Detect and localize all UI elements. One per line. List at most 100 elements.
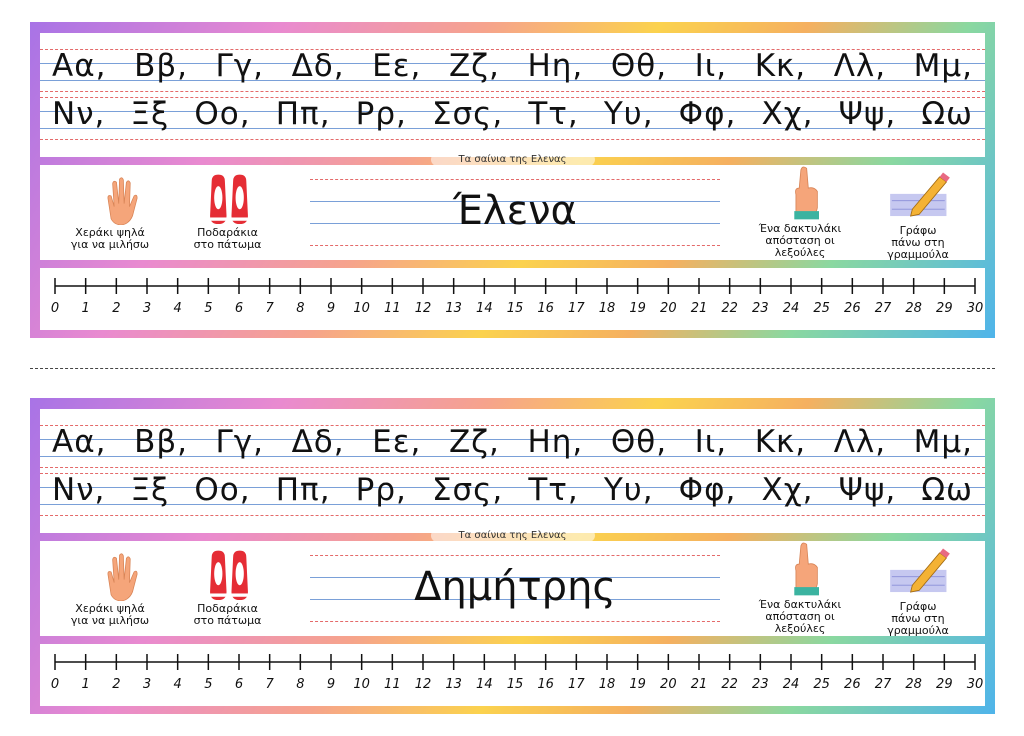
letter-pair: Ββ,: [134, 48, 188, 84]
letter-pair: Φφ,: [678, 472, 737, 508]
letter-pair: Σσς,: [431, 96, 504, 132]
tip-line: γραμμούλα: [887, 248, 949, 261]
letter-pair: Αα,: [52, 48, 107, 84]
guide-line: [40, 425, 985, 426]
number-label: 24: [783, 677, 800, 692]
tip-line: λεξούλες: [774, 246, 826, 259]
letter-pair: Ππ,: [275, 472, 331, 508]
number-label: 14: [476, 677, 493, 692]
number-label: 22: [721, 677, 738, 692]
letter-pair: Γγ,: [215, 48, 265, 84]
guide-line: [40, 91, 985, 92]
letter-pair: Χχ,: [761, 472, 814, 508]
letter-pair: Κκ,: [754, 48, 807, 84]
number-label: 20: [660, 677, 677, 692]
alphabet-row: Αα, Ββ, Γγ, Δδ, Εε, Ζζ, Ηη, Θθ, Ιι, Κκ, Λλ, Μμ,: [40, 419, 985, 465]
guide-line: [40, 439, 985, 440]
guide-line: [40, 80, 985, 81]
guide-line: [310, 223, 720, 224]
tip-caption: Χεράκι ψηλά για να μιλήσω: [55, 603, 165, 627]
letter-pair: Οο,: [194, 472, 251, 508]
letter-pair: Κκ,: [754, 424, 807, 460]
guide-lines: [40, 471, 985, 517]
number-label: 3: [143, 677, 151, 692]
number-label: 27: [875, 677, 892, 692]
letter-pair: Εε,: [372, 48, 422, 84]
number-line: 0 1 2 3 4 5 6 7 8 9 10 11 12 13 14 15 16 17 18 19 20 21 22 23 24…: [51, 278, 984, 316]
guide-line: [40, 467, 985, 468]
student-name: Έλενα: [453, 188, 577, 234]
tip-line: πάνω στη: [891, 612, 945, 625]
number-label: 12: [415, 677, 432, 692]
alphabet-panel: Αα, Ββ, Γγ, Δδ, Εε, Ζζ, Ηη, Θθ, Ιι, Κκ, Λλ, Μμ, Νν, Ξ…: [40, 33, 985, 157]
number-label: 23: [752, 301, 769, 316]
number-label: 30: [967, 677, 984, 692]
number-line-panel: 0 1 2 3 4 5 6 7 8 9 10 11 12 13 14 15 16 17 18 19 20 21 22 23 24…: [40, 268, 985, 330]
letter-pair: Ξξ: [130, 472, 170, 508]
alphabet-panel: Αα, Ββ, Γγ, Δδ, Εε, Ζζ, Ηη, Θθ, Ιι, Κκ, Λλ, Μμ, Νν, Ξ…: [40, 409, 985, 533]
tips-panel: Χεράκι ψηλά για να μιλήσω Ποδαράκια στο πάτ…: [40, 541, 985, 637]
tip-line: απόσταση οι: [765, 234, 835, 247]
name-area: Έλενα: [310, 177, 720, 249]
guide-line: [310, 599, 720, 600]
tip-line: Ποδαράκια: [197, 602, 258, 615]
tip-caption: Γράφω πάνω στη γραμμούλα: [863, 225, 973, 261]
letter-pair: Ττ,: [528, 96, 579, 132]
tip-line: Γράφω: [899, 224, 937, 237]
tip-icon: [210, 174, 248, 225]
number-label: 22: [721, 301, 738, 316]
letter-pair: Χχ,: [761, 96, 814, 132]
letter-pair: Ωω: [921, 96, 973, 132]
letter-pair: Θθ,: [610, 424, 668, 460]
number-label: 2: [112, 301, 120, 316]
letter-pair: Λλ,: [833, 48, 887, 84]
tip-line: Χεράκι ψηλά: [75, 226, 145, 239]
guide-lines: [40, 95, 985, 141]
tip-caption: Ένα δακτυλάκι απόσταση οι λεξούλες: [730, 223, 870, 259]
alphabet-row: Νν, Ξξ Οο, Ππ, Ρρ, Σσς, Ττ, Υυ, Φφ, Χχ, Ψψ, Ωω: [40, 91, 985, 137]
guide-line: [40, 49, 985, 50]
student-name: Δημήτρης: [414, 564, 616, 610]
tips-panel: Χεράκι ψηλά για να μιλήσω Ποδαράκια στο πάτ…: [40, 165, 985, 261]
number-line-panel: 0 1 2 3 4 5 6 7 8 9 10 11 12 13 14 15 16 17 18 19 20 21 22 23 24…: [40, 644, 985, 706]
letter-pair: Ψψ,: [838, 472, 897, 508]
tip-icon: [890, 548, 950, 593]
number-label: 6: [235, 301, 243, 316]
guide-line: [40, 473, 985, 474]
brand-label: Τα σαίνια της Ελενας: [430, 153, 595, 166]
tip-icon: [794, 542, 819, 596]
letter-pair: Ηη,: [527, 424, 584, 460]
tip-line: Ένα δακτυλάκι: [758, 598, 842, 611]
letter-pair: Υυ,: [603, 472, 654, 508]
number-line: 0 1 2 3 4 5 6 7 8 9 10 11 12 13 14 15 16 17 18 19 20 21 22 23 24…: [51, 654, 984, 692]
number-label: 26: [844, 677, 861, 692]
number-label: 5: [204, 677, 212, 692]
tip-caption: Ποδαράκια στο πάτωμα: [175, 227, 280, 251]
number-label: 13: [445, 301, 462, 316]
number-label: 21: [691, 677, 708, 692]
brand-label: Τα σαίνια της Ελενας: [430, 529, 595, 542]
number-label: 24: [783, 301, 800, 316]
number-label: 29: [936, 301, 953, 316]
guide-line: [310, 201, 720, 202]
letter-pair: Οο,: [194, 96, 251, 132]
number-label: 30: [967, 301, 984, 316]
name-strip: Αα, Ββ, Γγ, Δδ, Εε, Ζζ, Ηη, Θθ, Ιι, Κκ, Λλ, Μμ, Νν, Ξ…: [30, 22, 995, 338]
tip-icon: [794, 166, 819, 220]
guide-line: [40, 139, 985, 140]
guide-line: [40, 63, 985, 64]
guide-line: [310, 245, 720, 246]
cut-line: [30, 368, 995, 369]
letter-pair: Γγ,: [215, 424, 265, 460]
tip-line: Ένα δακτυλάκι: [758, 222, 842, 235]
tip-line: στο πάτωμα: [193, 238, 262, 251]
guide-line: [40, 128, 985, 129]
letter-pair: Ωω: [921, 472, 973, 508]
number-label: 9: [327, 301, 335, 316]
letter-pair: Λλ,: [833, 424, 887, 460]
guide-line: [40, 487, 985, 488]
number-label: 17: [568, 677, 585, 692]
tip-line: Χεράκι ψηλά: [75, 602, 145, 615]
number-label: 28: [905, 677, 922, 692]
letter-pair: Υυ,: [603, 96, 654, 132]
